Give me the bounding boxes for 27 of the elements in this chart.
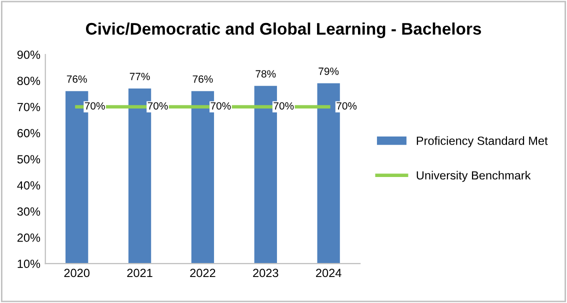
- y-tick-label: 90%: [17, 50, 40, 59]
- data-label: 70%: [336, 102, 357, 110]
- legend-label: University Benchmark: [416, 170, 531, 182]
- y-tick-label: 80%: [17, 76, 40, 86]
- y-tick-label: 60%: [17, 128, 40, 138]
- y-tick-label: 10%: [18, 260, 40, 268]
- data-label: 70%: [210, 102, 231, 110]
- y-tick-label: 40%: [17, 181, 40, 190]
- x-tick-label: 2020: [64, 268, 90, 278]
- y-tick-label: 70%: [17, 102, 40, 112]
- y-tick-label: 50%: [17, 155, 40, 164]
- x-tick-label: 2023: [253, 268, 278, 278]
- data-label: 79%: [318, 68, 339, 75]
- data-label: 76%: [66, 75, 87, 83]
- data-label: 70%: [148, 102, 168, 110]
- data-label: 77%: [130, 72, 150, 80]
- y-tick-label: 20%: [17, 234, 40, 242]
- x-tick-label: 2024: [316, 268, 342, 278]
- data-label: 76%: [192, 75, 213, 83]
- data-label: 70%: [84, 102, 105, 110]
- data-label: 70%: [274, 102, 294, 110]
- chart-title: Civic/Democratic and Global Learning - Bachelors: [86, 22, 482, 38]
- data-label: 78%: [256, 70, 276, 78]
- y-tick-label: 30%: [17, 207, 40, 216]
- legend-label: Proficiency Standard Met: [416, 136, 548, 148]
- x-tick-label: 2021: [127, 268, 152, 278]
- x-tick-label: 2022: [190, 268, 216, 278]
